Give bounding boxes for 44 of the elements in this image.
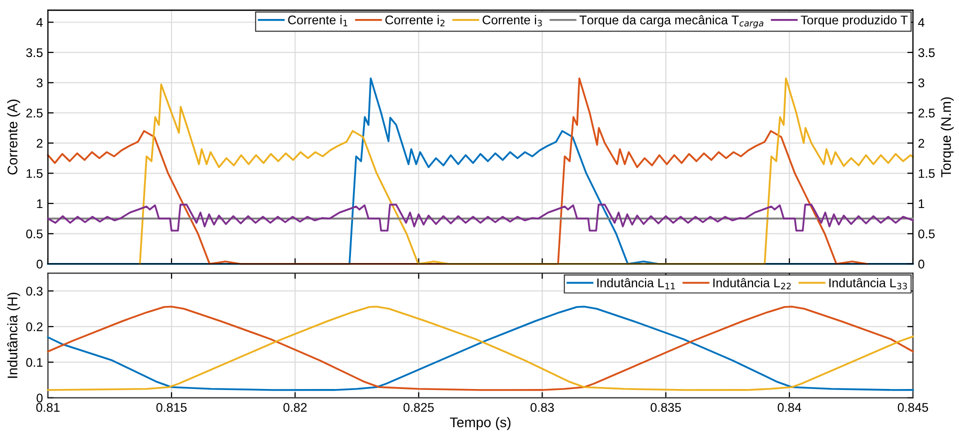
x-tick-label: 0.845 xyxy=(898,402,928,412)
y2-axis-title: Torque (N.m) xyxy=(940,97,954,178)
legend-label: Torque da carga mecânica T$_{carga}$ xyxy=(580,15,764,28)
legend-label: Corrente i$_{2}$ xyxy=(385,15,444,26)
x-tick-label: 0.81 xyxy=(36,402,60,412)
legend-label: Indutância L$_{11}$ xyxy=(597,278,675,290)
x-tick-label: 0.84 xyxy=(778,402,802,412)
y-tick-label: 0 xyxy=(36,260,43,269)
y-tick-label: 0.2 xyxy=(26,322,42,332)
x-tick-label: 0.835 xyxy=(650,402,681,412)
y2-tick-label: 0.5 xyxy=(918,229,935,238)
x-tick-label: 0.82 xyxy=(283,402,307,412)
legend-label: Corrente i$_{3}$ xyxy=(482,15,542,26)
x-tick-label: 0.815 xyxy=(156,402,187,412)
legend-label: Torque produzido T xyxy=(800,15,908,27)
y2-tick-label: 2.5 xyxy=(918,108,935,118)
y-tick-label: 2 xyxy=(36,138,42,148)
y-tick-label: 0.5 xyxy=(26,229,43,238)
legend-label: Corrente i$_{1}$ xyxy=(288,15,348,26)
y-axis-title: Indutância (H) xyxy=(7,292,20,378)
y2-tick-label: 2 xyxy=(918,138,924,148)
y2-tick-label: 3.5 xyxy=(918,48,935,58)
y2-tick-label: 3 xyxy=(918,78,924,88)
y2-tick-label: 4 xyxy=(918,18,924,27)
y-tick-label: 1 xyxy=(37,199,42,208)
y2-tick-label: 0 xyxy=(918,260,924,269)
y-tick-label: 2.5 xyxy=(26,108,43,118)
y-tick-label: 4 xyxy=(36,18,43,27)
x-tick-label: 0.825 xyxy=(404,402,434,412)
legend-label: Indutância L$_{22}$ xyxy=(713,278,791,290)
y2-tick-label: 1 xyxy=(918,199,924,208)
y-tick-label: 1.5 xyxy=(26,169,43,178)
x-tick-label: 0.83 xyxy=(530,402,554,412)
y-tick-label: 0.3 xyxy=(26,286,43,296)
y-tick-label: 0.1 xyxy=(26,358,42,367)
y-axis-title: Corrente (A) xyxy=(7,100,20,175)
x-axis-title: Tempo (s) xyxy=(450,417,510,430)
y-tick-label: 3.5 xyxy=(26,48,43,58)
y-tick-label: 0 xyxy=(36,394,43,402)
y2-tick-label: 1.5 xyxy=(918,169,935,178)
y-tick-label: 3 xyxy=(36,78,43,88)
line-series xyxy=(47,204,914,232)
legend-label: Indutância L$_{33}$ xyxy=(829,278,907,290)
line-series xyxy=(47,306,914,391)
